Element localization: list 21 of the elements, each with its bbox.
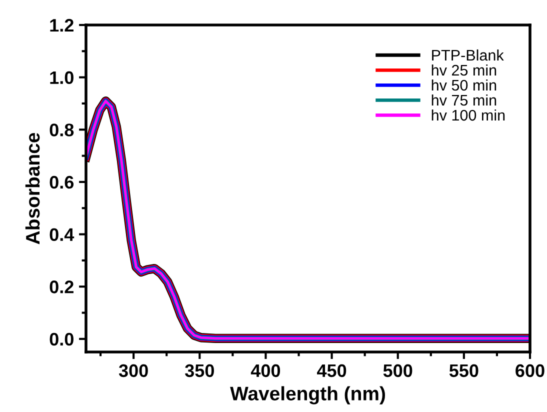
x-tick-label: 400 xyxy=(250,364,280,378)
x-tick-label: 450 xyxy=(317,364,346,378)
y-axis-title: Absorbance xyxy=(25,132,40,244)
y-tick-label: 0.4 xyxy=(50,228,74,241)
legend-label: PTP-Blank xyxy=(432,49,504,61)
y-tick-label: 1.2 xyxy=(50,18,74,32)
x-tick-label: 350 xyxy=(184,364,214,378)
x-tick-label: 600 xyxy=(516,364,544,378)
legend-label: hv 50 min xyxy=(432,79,496,91)
legend-label: hv 100 min xyxy=(432,109,505,121)
y-tick-label: 1.0 xyxy=(50,71,74,84)
x-tick-label: 550 xyxy=(449,364,478,378)
y-tick-label: 0.6 xyxy=(50,176,74,189)
y-tick-label: 0.2 xyxy=(50,280,74,294)
legend-label: hv 25 min xyxy=(432,64,496,76)
x-tick-label: 500 xyxy=(383,364,412,378)
x-tick-label: 300 xyxy=(118,364,148,378)
x-axis-title: Wavelength (nm) xyxy=(230,386,385,404)
legend-label: hv 75 min xyxy=(432,94,496,106)
y-tick-label: 0.0 xyxy=(50,332,74,346)
y-tick-label: 0.8 xyxy=(50,124,74,136)
